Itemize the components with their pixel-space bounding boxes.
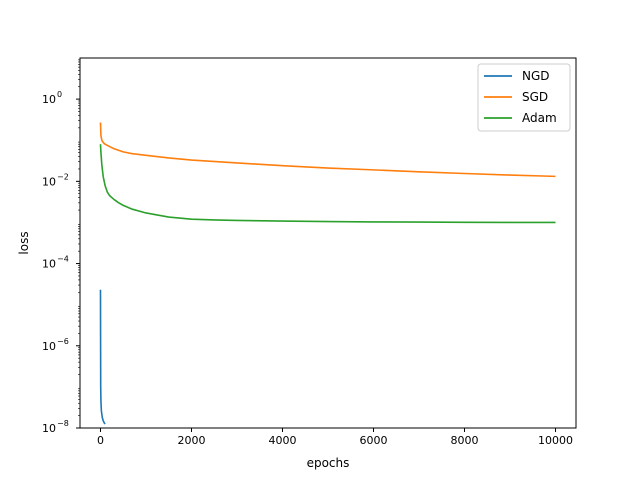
legend: NGD SGD Adam bbox=[477, 63, 571, 132]
x-tick-label: 0 bbox=[97, 434, 104, 447]
legend-label-sgd: SGD bbox=[522, 90, 548, 104]
x-tick-label: 8000 bbox=[451, 434, 479, 447]
y-tick-label: 10 bbox=[42, 340, 56, 353]
y-axis-label: loss bbox=[17, 231, 31, 254]
series-line-ngd bbox=[99, 289, 106, 425]
plot-lines bbox=[99, 122, 556, 425]
y-tick-label: 10 bbox=[42, 175, 56, 188]
legend-label-ngd: NGD bbox=[522, 69, 550, 83]
x-tick-label: 10000 bbox=[538, 434, 573, 447]
y-tick-label: 10 bbox=[42, 93, 56, 106]
y-tick-exponent: 0 bbox=[57, 90, 62, 99]
y-tick-exponent: −2 bbox=[57, 172, 69, 181]
x-tick-label: 6000 bbox=[360, 434, 388, 447]
legend-frame bbox=[477, 63, 571, 132]
y-tick-label: 10 bbox=[42, 258, 56, 271]
y-tick-label: 10 bbox=[42, 422, 56, 435]
series-line-sgd bbox=[99, 122, 556, 178]
y-tick-exponent: −8 bbox=[57, 419, 69, 428]
y-tick-exponent: −6 bbox=[57, 337, 69, 346]
x-axis-label: epochs bbox=[307, 456, 350, 470]
y-tick-exponent: −4 bbox=[57, 255, 69, 264]
plot-frame bbox=[79, 57, 577, 429]
x-tick-label: 4000 bbox=[268, 434, 296, 447]
x-tick-label: 2000 bbox=[177, 434, 205, 447]
series-line-adam bbox=[99, 144, 556, 224]
x-axis-ticks: 0 2000 4000 6000 8000 10000 bbox=[97, 428, 573, 447]
legend-label-adam: Adam bbox=[522, 111, 557, 125]
